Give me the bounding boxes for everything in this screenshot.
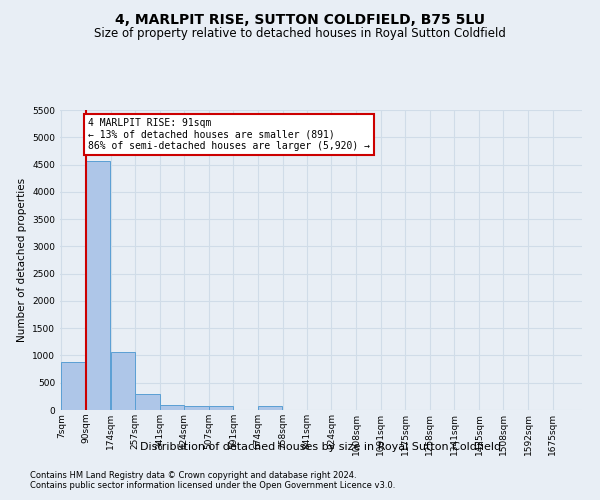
Text: Contains public sector information licensed under the Open Government Licence v3: Contains public sector information licen… [30, 481, 395, 490]
Bar [110, 352, 135, 410]
Text: Contains HM Land Registry data © Crown copyright and database right 2024.: Contains HM Land Registry data © Crown c… [30, 471, 356, 480]
Y-axis label: Number of detached properties: Number of detached properties [17, 178, 26, 342]
Bar [209, 406, 233, 410]
Bar [160, 405, 184, 410]
Text: Size of property relative to detached houses in Royal Sutton Coldfield: Size of property relative to detached ho… [94, 28, 506, 40]
Text: Distribution of detached houses by size in Royal Sutton Coldfield: Distribution of detached houses by size … [140, 442, 502, 452]
Bar [135, 394, 160, 410]
Text: 4 MARLPIT RISE: 91sqm
← 13% of detached houses are smaller (891)
86% of semi-det: 4 MARLPIT RISE: 91sqm ← 13% of detached … [88, 118, 370, 152]
Bar [258, 406, 282, 410]
Text: 4, MARLPIT RISE, SUTTON COLDFIELD, B75 5LU: 4, MARLPIT RISE, SUTTON COLDFIELD, B75 5… [115, 12, 485, 26]
Bar [184, 406, 209, 410]
Bar [61, 362, 86, 410]
Bar [86, 162, 110, 410]
